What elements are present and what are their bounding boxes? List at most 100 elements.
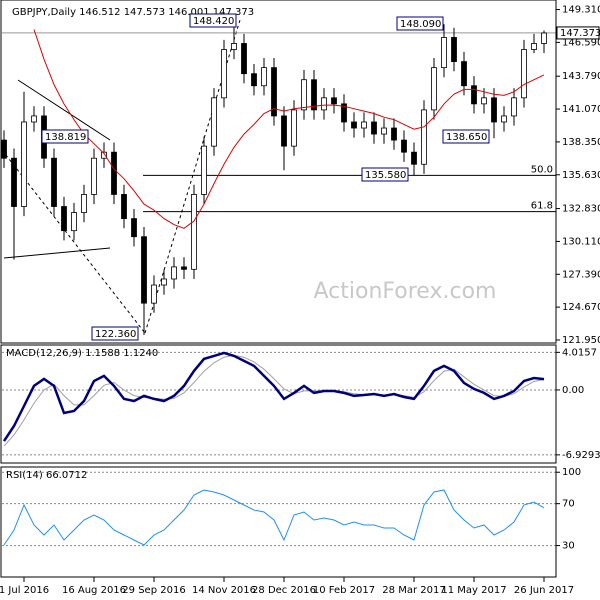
candle-body: [21, 121, 27, 207]
fib-label: 61.8: [531, 201, 553, 212]
candle-body: [221, 49, 227, 99]
candle-body: [471, 85, 477, 105]
candle-body: [81, 194, 87, 213]
candle-body: [331, 97, 337, 105]
x-tick-label: 26 Jun 2017: [514, 585, 574, 596]
x-tick-label: 10 Feb 2017: [313, 585, 375, 596]
candle-body: [411, 151, 417, 165]
candle-body: [271, 67, 277, 117]
candle-body: [451, 37, 457, 62]
annotation: 148.090: [400, 19, 441, 30]
x-tick-label: 1 Jul 2016: [0, 585, 49, 596]
candle-body: [321, 97, 327, 111]
indicator-line: [3, 489, 545, 546]
candle-body: [131, 218, 137, 238]
candle-body: [181, 266, 187, 270]
candle-body: [501, 115, 507, 123]
candle-body: [441, 37, 447, 69]
panel-frame: [0, 0, 557, 344]
last-price-label: 147.373: [560, 28, 600, 39]
annotation-box: [442, 129, 490, 144]
candle-body: [521, 49, 527, 99]
candle-body: [291, 109, 297, 147]
y-tick-label: 138.350: [562, 137, 600, 148]
candle-body: [151, 284, 157, 304]
candle-body: [201, 145, 207, 195]
panel-frame: [0, 466, 557, 578]
candle-body: [401, 139, 407, 153]
trend-line: [3, 247, 111, 259]
y-tick-label: 4.0157: [562, 347, 597, 358]
candle-body: [111, 151, 117, 195]
annotation: 138.650: [446, 132, 487, 143]
annotation: 135.580: [365, 170, 406, 181]
y-tick-label: 135.630: [562, 170, 600, 181]
candle-body: [511, 97, 517, 117]
candle-body: [231, 43, 237, 50]
fib-label: 50.0: [531, 164, 553, 175]
candle-body: [361, 121, 367, 129]
annotation-box: [91, 326, 139, 341]
last-price-box: [556, 26, 600, 40]
candle-body: [121, 194, 127, 220]
indicator-line: [33, 29, 545, 229]
annotation: 122.360: [95, 329, 136, 340]
candle-body: [491, 97, 497, 123]
candle-body: [161, 278, 167, 286]
candle-body: [51, 157, 57, 207]
annotation-box: [396, 16, 444, 31]
y-tick-label: 124.670: [562, 302, 600, 313]
candle-body: [261, 67, 267, 87]
candle-body: [281, 115, 287, 147]
candle-body: [191, 194, 197, 270]
annotation-box: [361, 167, 409, 182]
annotation: 148.420: [193, 16, 234, 27]
y-tick-label: 149.310: [562, 5, 600, 16]
y-tick-label: 143.790: [562, 71, 600, 82]
candle-body: [1, 139, 7, 159]
candle-body: [391, 127, 397, 141]
candle-body: [91, 157, 97, 195]
x-tick-label: 16 Aug 2016: [62, 585, 126, 596]
y-tick-label: 141.070: [562, 104, 600, 115]
y-tick-label: 100: [562, 467, 581, 478]
annotation-box: [189, 13, 237, 28]
candle-body: [241, 43, 247, 75]
x-tick-label: 14 Nov 2016: [192, 585, 256, 596]
y-tick-label: 130.110: [562, 236, 600, 247]
x-tick-label: 11 May 2017: [441, 585, 506, 596]
candle-body: [381, 127, 387, 135]
candle-body: [141, 236, 147, 304]
y-tick-label: 146.590: [562, 37, 600, 48]
candle-body: [211, 97, 217, 147]
indicator-title: RSI(14) 66.0712: [6, 470, 87, 481]
candle-body: [531, 43, 537, 50]
candle-body: [61, 206, 67, 232]
candle-body: [251, 73, 257, 87]
x-tick-label: 29 Sep 2016: [122, 585, 185, 596]
candle-body: [461, 61, 467, 87]
chart-title: GBPJPY,Daily 146.512 147.573 146.001 147…: [12, 7, 254, 18]
trend-line: [17, 79, 111, 141]
candle-body: [311, 79, 317, 111]
y-tick-label: 121.950: [562, 335, 600, 346]
indicator-line: [2, 351, 545, 442]
y-tick-label: 0.00: [562, 385, 584, 396]
candle-body: [541, 32, 547, 44]
candle-body: [481, 97, 487, 105]
candle-body: [421, 109, 427, 165]
watermark: ActionForex.com: [314, 279, 497, 304]
panel-frame: [0, 344, 557, 464]
candle-body: [71, 212, 77, 232]
annotation: 138.819: [45, 132, 86, 143]
candle-body: [31, 115, 37, 123]
indicator-line: [3, 354, 545, 447]
candle-body: [431, 67, 437, 111]
x-tick-label: 28 Mar 2017: [382, 585, 445, 596]
candle-body: [171, 266, 177, 280]
annotation-box: [41, 129, 89, 144]
candle-body: [341, 103, 347, 123]
indicator-title: MACD(12,26,9) 1.1588 1.1240: [6, 348, 158, 359]
